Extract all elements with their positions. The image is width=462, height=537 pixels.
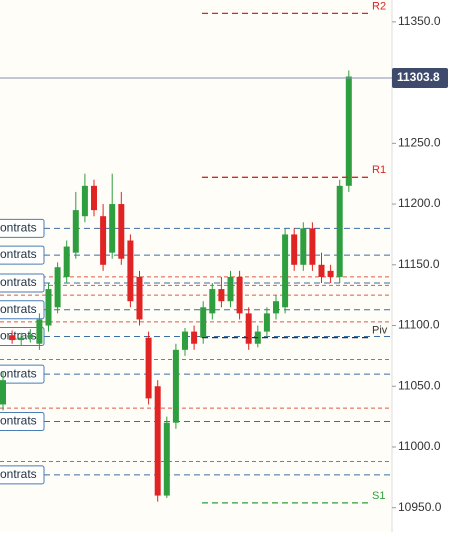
candle-body — [309, 228, 316, 265]
candle-body — [318, 264, 325, 277]
order-label: ontrats — [0, 467, 37, 481]
order-box — [0, 465, 45, 485]
candle-body — [54, 267, 61, 308]
candle-body — [109, 204, 116, 253]
candle-body — [273, 301, 279, 314]
candle-body — [63, 246, 70, 277]
candle-body — [0, 380, 6, 405]
order-label: ontrats — [0, 221, 37, 235]
candle-body — [45, 289, 52, 326]
y-tick-label: 11000.0 — [398, 439, 441, 453]
pivot-label: R2 — [372, 0, 386, 12]
candle-body — [191, 331, 198, 344]
y-tick-label: 11050.0 — [398, 378, 441, 392]
order-label: ontrats — [0, 302, 37, 316]
candle-body — [227, 276, 234, 302]
candle-body — [245, 313, 252, 344]
candle-body — [145, 337, 152, 399]
candle-body — [200, 307, 207, 338]
order-label: ontrats — [0, 247, 37, 261]
order-box — [0, 273, 45, 293]
candle-body — [209, 289, 216, 314]
candle-body — [336, 185, 343, 277]
y-tick-label: 10950.0 — [398, 500, 442, 514]
candle-body — [172, 349, 179, 423]
candle-body — [282, 234, 289, 308]
candle-body — [91, 185, 97, 211]
candle-body — [36, 319, 43, 344]
pivot-label: S1 — [372, 490, 385, 502]
y-tick-label: 11250.0 — [398, 135, 441, 149]
order-label: ontrats — [0, 414, 37, 428]
candle-body — [327, 270, 334, 277]
pivot-label: R1 — [372, 164, 386, 176]
candle-body — [27, 335, 34, 338]
last-price-label: 11303.8 — [397, 70, 440, 84]
candle-body — [100, 216, 107, 265]
candle-body — [300, 228, 307, 265]
order-box — [0, 326, 45, 346]
candle-body — [136, 276, 143, 320]
pivot-label: Piv — [372, 325, 388, 337]
y-tick-label: 11350.0 — [398, 14, 441, 28]
candle-body — [18, 337, 25, 341]
candle-body — [154, 386, 161, 496]
candle-body — [218, 289, 225, 302]
candle-body — [81, 185, 88, 217]
order-label: ontrats — [0, 366, 37, 380]
candle-body — [182, 331, 188, 350]
order-box — [0, 300, 45, 320]
candle-body — [72, 210, 79, 253]
candle-body — [163, 422, 170, 496]
candle-body — [345, 76, 352, 186]
candle-body — [127, 240, 134, 302]
y-tick-label: 11150.0 — [398, 257, 440, 271]
candle-body — [236, 276, 243, 314]
last-price-box — [392, 67, 448, 88]
order-label: ontrats — [0, 275, 37, 289]
candle-body — [263, 313, 270, 332]
y-tick-label: 11100.0 — [398, 318, 440, 332]
plot-background — [0, 0, 392, 532]
order-box — [0, 245, 45, 265]
candle-body — [9, 335, 16, 341]
candle-body — [118, 204, 125, 259]
candle-body — [291, 234, 298, 265]
order-box — [0, 364, 45, 384]
y-tick-label: 11200.0 — [398, 196, 441, 210]
order-box — [0, 218, 45, 238]
order-box — [0, 411, 45, 431]
